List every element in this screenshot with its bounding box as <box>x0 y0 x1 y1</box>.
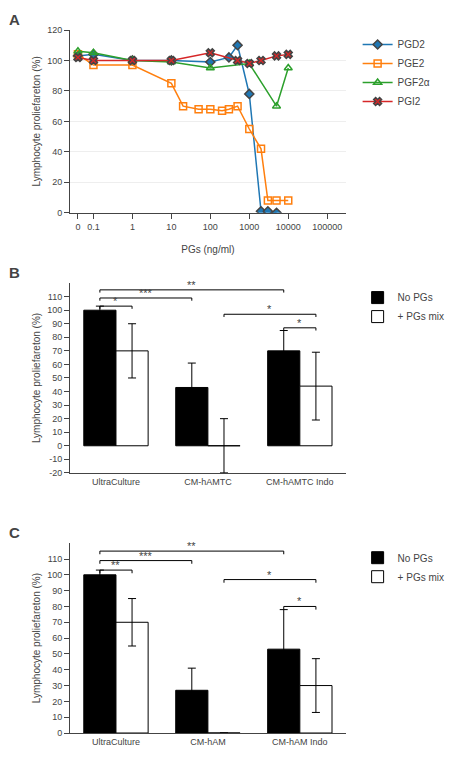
svg-text:0: 0 <box>57 208 62 218</box>
svg-text:0: 0 <box>57 441 62 451</box>
svg-text:-20: -20 <box>49 468 62 478</box>
svg-text:1000: 1000 <box>239 222 259 232</box>
svg-text:100: 100 <box>47 305 62 315</box>
svg-text:*: * <box>297 595 302 607</box>
svg-text:C: C <box>9 524 20 541</box>
svg-text:10: 10 <box>52 427 62 437</box>
svg-text:40: 40 <box>52 147 62 157</box>
svg-text:30: 30 <box>52 400 62 410</box>
svg-text:0.1: 0.1 <box>87 222 100 232</box>
svg-text:B: B <box>9 264 20 281</box>
svg-text:100000: 100000 <box>312 222 342 232</box>
svg-text:10: 10 <box>52 712 62 722</box>
svg-text:0: 0 <box>75 222 80 232</box>
svg-text:50: 50 <box>52 649 62 659</box>
svg-text:PGF2α: PGF2α <box>398 77 430 88</box>
svg-text:40: 40 <box>52 387 62 397</box>
svg-text:Lymphocyte proliefareton (%): Lymphocyte proliefareton (%) <box>31 56 42 186</box>
svg-text:10000: 10000 <box>276 222 301 232</box>
svg-text:90: 90 <box>52 586 62 596</box>
svg-text:60: 60 <box>52 360 62 370</box>
svg-text:***: *** <box>139 550 153 562</box>
svg-text:Lymphocyte proliefareton (%): Lymphocyte proliefareton (%) <box>31 573 42 703</box>
svg-text:*: * <box>267 303 272 315</box>
svg-text:80: 80 <box>52 332 62 342</box>
svg-text:*: * <box>267 569 272 581</box>
svg-text:+ PGs mix: + PGs mix <box>398 572 444 583</box>
svg-text:10: 10 <box>166 222 176 232</box>
svg-text:*: * <box>297 317 302 329</box>
svg-text:**: ** <box>187 279 196 291</box>
svg-text:70: 70 <box>52 617 62 627</box>
svg-text:50: 50 <box>52 373 62 383</box>
svg-text:*: * <box>113 295 118 307</box>
svg-text:PGs (ng/ml): PGs (ng/ml) <box>181 244 234 255</box>
svg-text:PGE2: PGE2 <box>398 58 425 69</box>
svg-text:1: 1 <box>130 222 135 232</box>
svg-text:UltraCulture: UltraCulture <box>92 477 140 487</box>
svg-text:100: 100 <box>203 222 218 232</box>
svg-text:0: 0 <box>57 728 62 738</box>
svg-text:+ PGs mix: + PGs mix <box>398 311 444 322</box>
svg-text:Lymphocyte proliefareton (%): Lymphocyte proliefareton (%) <box>31 313 42 443</box>
svg-text:20: 20 <box>52 697 62 707</box>
svg-text:CM-hAM: CM-hAM <box>190 737 226 747</box>
svg-text:100: 100 <box>47 570 62 580</box>
svg-text:PGI2: PGI2 <box>398 96 421 107</box>
svg-text:-10: -10 <box>49 454 62 464</box>
svg-text:A: A <box>9 11 20 28</box>
svg-text:90: 90 <box>52 319 62 329</box>
svg-text:20: 20 <box>52 414 62 424</box>
svg-text:100: 100 <box>47 56 62 66</box>
svg-text:UltraCulture: UltraCulture <box>92 737 140 747</box>
svg-text:***: *** <box>139 287 153 299</box>
svg-text:60: 60 <box>52 633 62 643</box>
svg-text:CM-hAM Indo: CM-hAM Indo <box>272 737 328 747</box>
svg-text:CM-hAMTC Indo: CM-hAMTC Indo <box>266 477 334 487</box>
svg-text:110: 110 <box>48 554 62 564</box>
svg-text:40: 40 <box>52 665 62 675</box>
svg-text:110: 110 <box>48 292 62 302</box>
svg-text:20: 20 <box>52 177 62 187</box>
svg-text:No PGs: No PGs <box>398 553 433 564</box>
svg-text:**: ** <box>187 540 196 552</box>
svg-text:80: 80 <box>52 86 62 96</box>
svg-text:80: 80 <box>52 602 62 612</box>
svg-text:PGD2: PGD2 <box>398 39 426 50</box>
svg-text:CM-hAMTC: CM-hAMTC <box>184 477 232 487</box>
svg-text:**: ** <box>111 559 120 571</box>
svg-text:No PGs: No PGs <box>398 292 433 303</box>
svg-text:120: 120 <box>47 25 62 35</box>
svg-text:30: 30 <box>52 681 62 691</box>
svg-text:60: 60 <box>52 117 62 127</box>
svg-text:70: 70 <box>52 346 62 356</box>
